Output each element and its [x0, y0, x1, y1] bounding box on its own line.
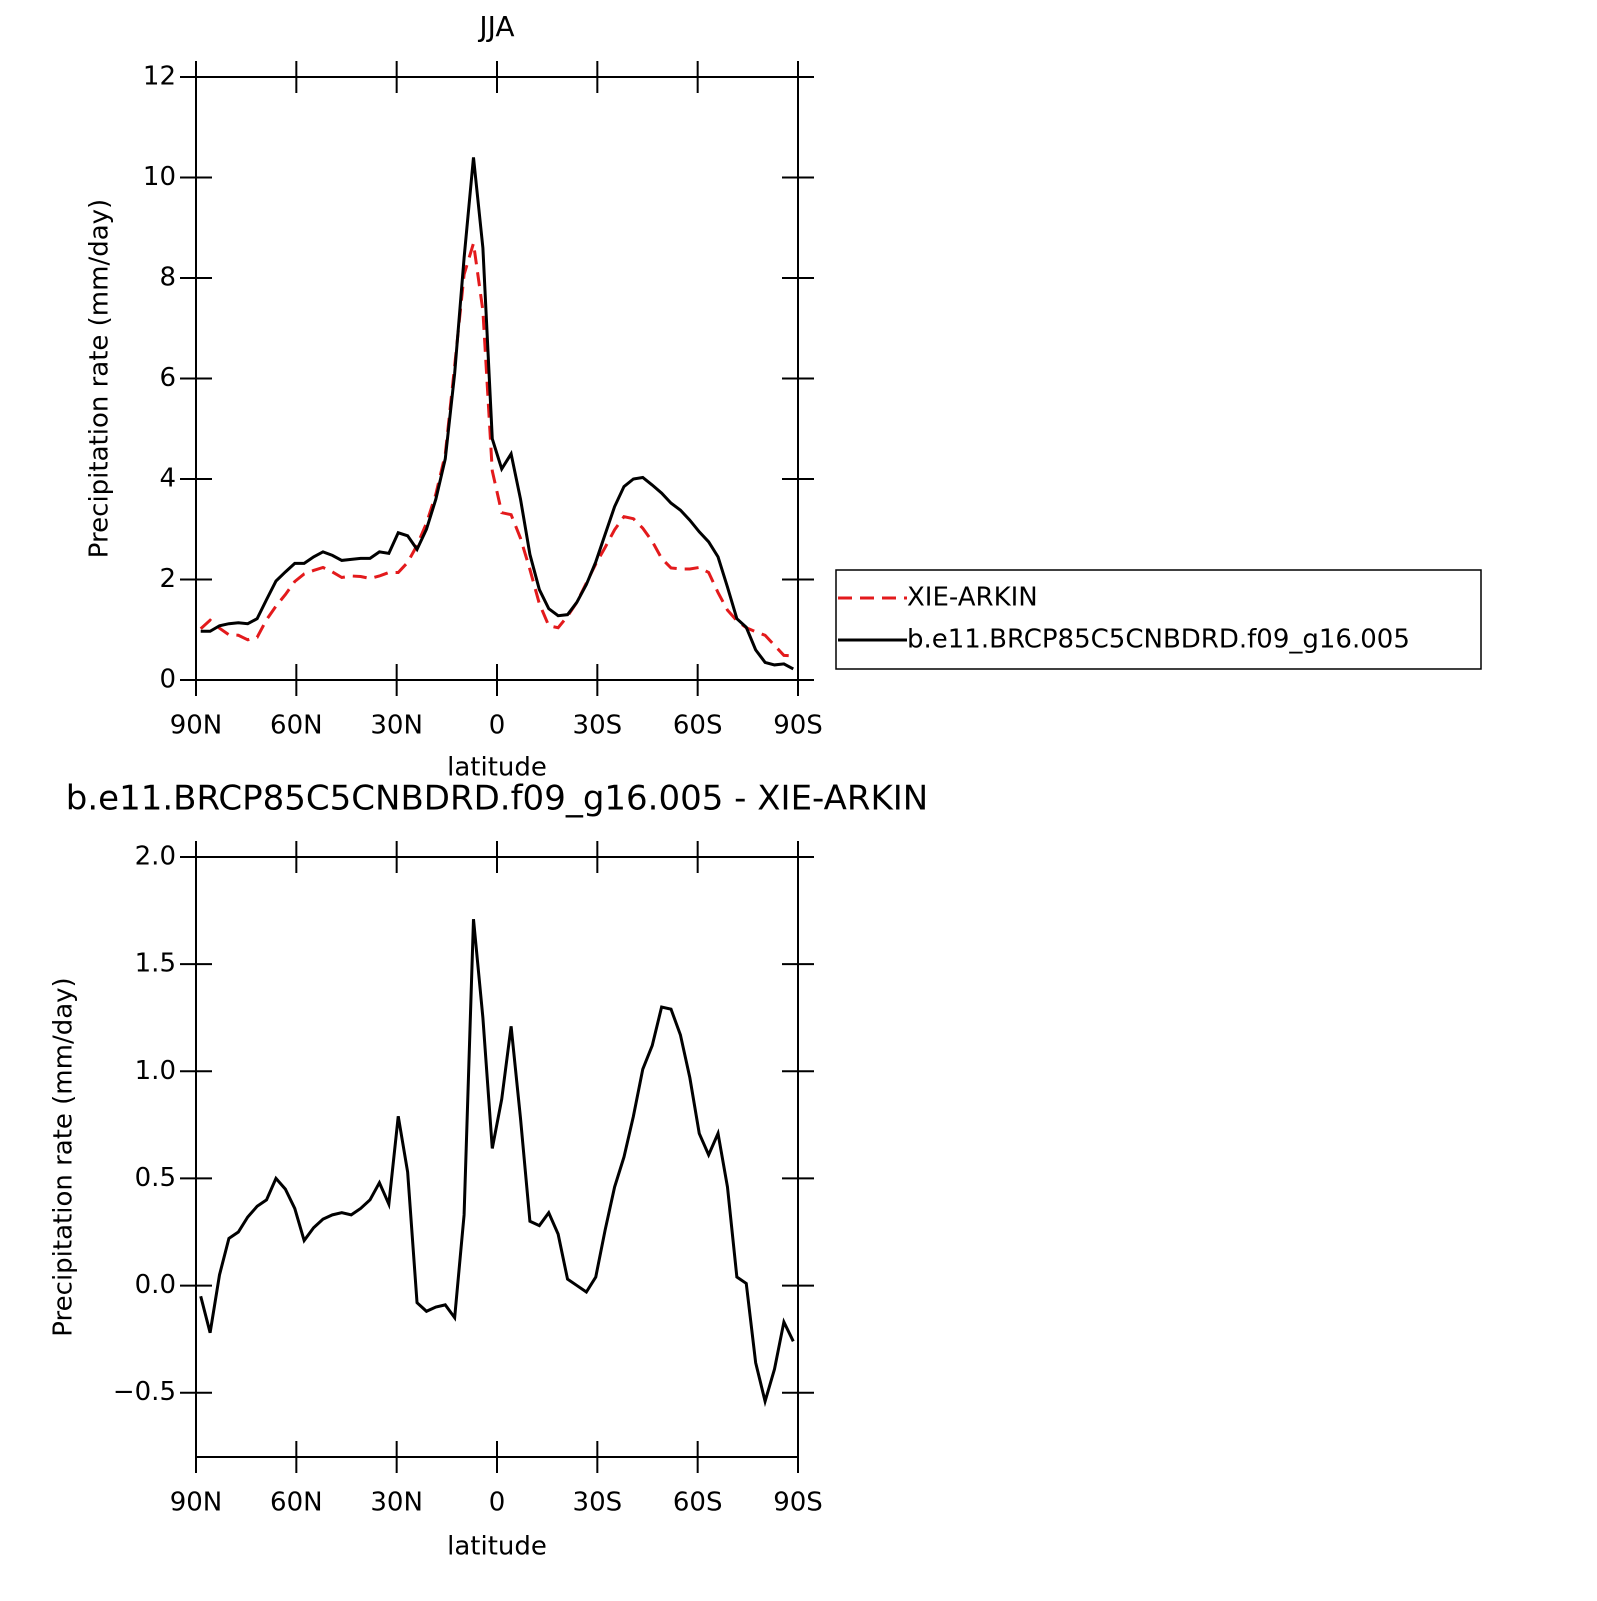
y-axis-label: Precipitation rate (mm/day): [49, 977, 79, 1336]
y-tick-label: 1.5: [135, 949, 176, 979]
x-tick-label: 90S: [773, 1488, 823, 1518]
x-tick-label: 30N: [370, 711, 423, 741]
x-tick-label: 60N: [270, 1488, 323, 1518]
x-tick-label: 30S: [573, 1488, 623, 1518]
x-tick-label: 60N: [270, 711, 323, 741]
x-tick-label: 90S: [773, 711, 823, 741]
y-tick-label: 10: [143, 162, 176, 192]
y-tick-label: 0: [159, 665, 176, 695]
y-tick-label: 2.0: [135, 842, 176, 872]
data-line: [200, 157, 794, 671]
y-tick-label: 0.0: [135, 1270, 176, 1300]
plot-frame: [195, 76, 799, 681]
y-axis-label: Precipitation rate (mm/day): [85, 199, 115, 558]
x-tick-label: 60S: [673, 711, 723, 741]
x-tick-label: 0: [489, 1488, 506, 1518]
x-axis-label: latitude: [447, 753, 547, 783]
y-tick-label: 12: [143, 62, 176, 92]
y-tick-label: 2: [159, 564, 176, 594]
x-tick-label: 90N: [170, 711, 223, 741]
x-tick-label: 0: [489, 711, 506, 741]
chart-title: JJA: [477, 10, 514, 43]
y-tick-label: 6: [159, 363, 176, 393]
y-tick-label: 8: [159, 263, 176, 293]
x-tick-label: 90N: [170, 1488, 223, 1518]
y-tick-label: 1.0: [135, 1056, 176, 1086]
x-tick-label: 30N: [370, 1488, 423, 1518]
y-tick-label: 4: [159, 464, 176, 494]
plot-frame: [195, 856, 799, 1458]
data-line: [199, 918, 795, 1408]
data-line: [199, 242, 794, 658]
chart-title: b.e11.BRCP85C5CNBDRD.f09_g16.005 - XIE-A…: [66, 779, 928, 819]
x-axis-label: latitude: [447, 1532, 547, 1562]
legend-label: b.e11.BRCP85C5CNBDRD.f09_g16.005: [907, 625, 1410, 655]
y-tick-label: 0.5: [135, 1163, 176, 1193]
legend-label: XIE-ARKIN: [907, 583, 1038, 613]
x-tick-label: 30S: [573, 711, 623, 741]
legend-box: [835, 569, 1482, 670]
y-tick-label: −0.5: [113, 1377, 176, 1407]
x-tick-label: 60S: [673, 1488, 723, 1518]
